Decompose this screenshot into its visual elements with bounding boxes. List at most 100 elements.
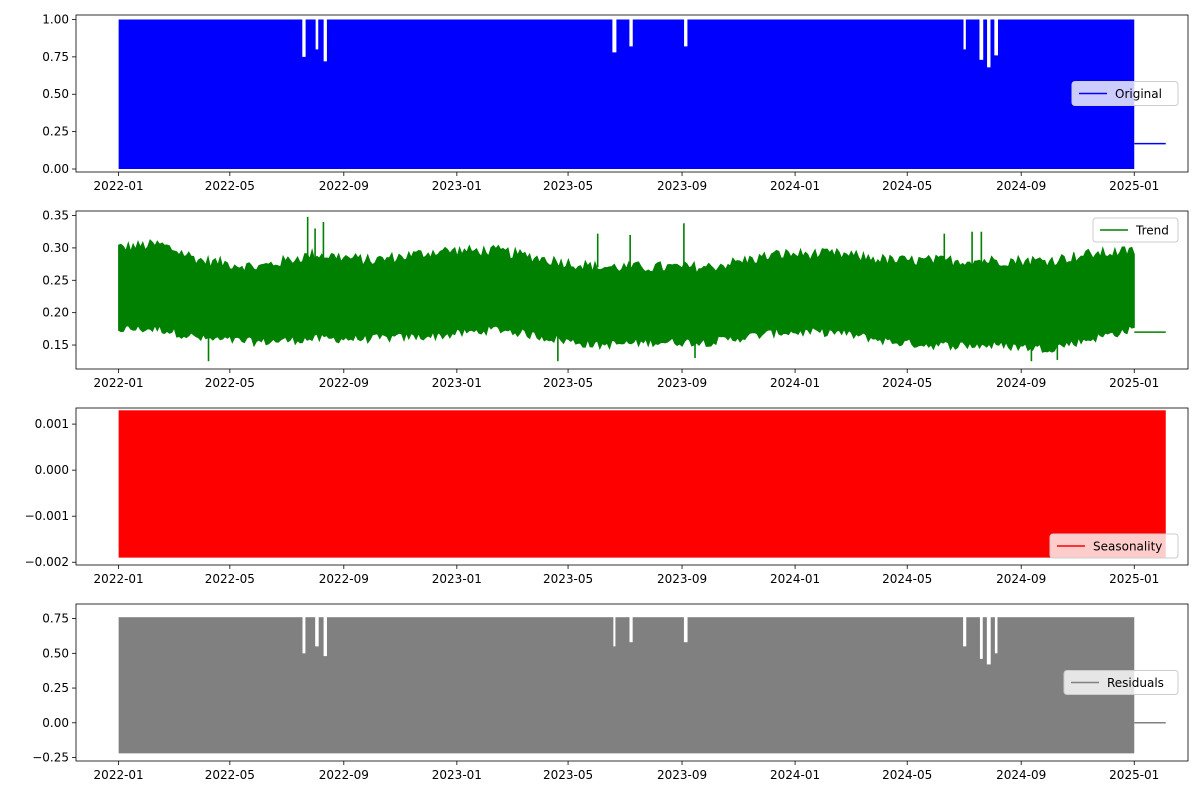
x-tick-label: 2024-01 xyxy=(770,572,820,586)
x-tick-label: 2025-01 xyxy=(1109,179,1159,193)
y-tick-label: 0.15 xyxy=(42,338,69,352)
legend-box xyxy=(1071,81,1179,106)
legend-box xyxy=(1063,670,1179,695)
dip-gap xyxy=(963,616,967,647)
x-tick-label: 2023-09 xyxy=(657,768,707,782)
plot-area xyxy=(118,410,1166,558)
axes-frame xyxy=(75,603,1189,762)
y-tick-label: 0.00 xyxy=(42,716,69,730)
plot-area xyxy=(118,216,1166,362)
dip-gap xyxy=(994,616,998,654)
legend: Seasonality xyxy=(1049,533,1179,559)
subplot-1: 2022-01 2022-05 2022-09 2023-01 2023-05 2023-… xyxy=(42,12,1189,193)
x-tick-label: 2024-05 xyxy=(882,572,932,586)
x-tick-label: 2022-05 xyxy=(205,179,255,193)
y-tick-label: 0.00 xyxy=(42,162,69,176)
dip-gap xyxy=(612,18,617,53)
legend-label: Original xyxy=(1115,87,1162,101)
x-tick-label: 2023-01 xyxy=(432,572,482,586)
seasonality-line xyxy=(118,410,1166,558)
dip-gap xyxy=(629,18,633,47)
legend: Original xyxy=(1071,81,1179,106)
legend: Residuals xyxy=(1063,670,1179,695)
x-tick-label: 2024-09 xyxy=(996,179,1046,193)
y-tick-label: 0.50 xyxy=(42,646,69,660)
y-tick-label: 0.20 xyxy=(42,306,69,320)
y-tick-label: 0.25 xyxy=(42,681,69,695)
x-tick-label: 2022-05 xyxy=(205,768,255,782)
dip-gap xyxy=(302,616,306,654)
trend-line xyxy=(118,239,1135,353)
dip-gap xyxy=(994,18,999,56)
x-tick-label: 2022-09 xyxy=(319,768,369,782)
y-tick-label: 0.75 xyxy=(42,612,69,626)
dip-gap xyxy=(979,18,984,60)
y-tick-label: 0.25 xyxy=(42,125,69,139)
dip-gap xyxy=(323,18,327,62)
legend: Trend xyxy=(1092,217,1179,243)
plot-area xyxy=(118,616,1166,754)
x-tick-label: 2025-01 xyxy=(1109,376,1159,390)
legend-box xyxy=(1092,217,1179,243)
x-tick-label: 2024-09 xyxy=(996,572,1046,586)
y-tick-label: −0.002 xyxy=(25,555,69,569)
x-tick-label: 2022-09 xyxy=(319,376,369,390)
y-tick-label: 0.000 xyxy=(35,463,69,477)
x-tick-label: 2023-01 xyxy=(432,376,482,390)
x-tick-label: 2022-01 xyxy=(94,572,144,586)
x-tick-label: 2024-01 xyxy=(770,768,820,782)
subplot-3: 2022-01 2022-05 2022-09 2023-01 2023-05 2023-… xyxy=(25,407,1189,586)
x-tick-label: 2023-05 xyxy=(543,376,593,390)
x-tick-label: 2024-09 xyxy=(996,376,1046,390)
dip-gap xyxy=(302,18,306,57)
x-tick-label: 2022-01 xyxy=(94,179,144,193)
x-tick-label: 2024-05 xyxy=(882,376,932,390)
y-tick-label: 0.30 xyxy=(42,241,69,255)
axes-frame xyxy=(75,210,1189,370)
x-tick-label: 2024-05 xyxy=(882,179,932,193)
x-tick-label: 2022-09 xyxy=(319,179,369,193)
y-tick-label: 0.25 xyxy=(42,273,69,287)
dip-gap xyxy=(629,616,633,643)
x-tick-label: 2022-05 xyxy=(205,572,255,586)
x-tick-label: 2022-09 xyxy=(319,572,369,586)
plot-area xyxy=(118,18,1166,170)
dip-gap xyxy=(986,616,991,665)
x-tick-label: 2023-01 xyxy=(432,179,482,193)
y-tick-label: −0.25 xyxy=(32,751,69,765)
x-tick-label: 2023-09 xyxy=(657,376,707,390)
x-tick-label: 2024-01 xyxy=(770,376,820,390)
x-tick-label: 2023-09 xyxy=(657,179,707,193)
dip-gap xyxy=(684,18,688,47)
subplot-2: 2022-01 2022-05 2022-09 2023-01 2023-05 2023-… xyxy=(42,209,1189,390)
x-tick-label: 2023-05 xyxy=(543,179,593,193)
x-tick-label: 2022-05 xyxy=(205,376,255,390)
y-tick-label: 0.75 xyxy=(42,50,69,64)
y-tick-label: 0.001 xyxy=(35,417,69,431)
dip-gap xyxy=(963,18,966,50)
dip-gap xyxy=(987,18,991,68)
axes-frame xyxy=(75,407,1189,566)
x-tick-label: 2023-09 xyxy=(657,572,707,586)
x-tick-label: 2025-01 xyxy=(1109,572,1159,586)
x-tick-label: 2023-05 xyxy=(543,572,593,586)
dip-gap xyxy=(315,18,319,50)
x-tick-label: 2024-05 xyxy=(882,768,932,782)
legend-label: Residuals xyxy=(1107,676,1164,690)
dip-gap xyxy=(979,616,983,659)
x-tick-label: 2023-05 xyxy=(543,768,593,782)
y-tick-label: −0.001 xyxy=(25,509,69,523)
x-tick-label: 2022-01 xyxy=(94,768,144,782)
x-tick-label: 2025-01 xyxy=(1109,768,1159,782)
dip-gap xyxy=(613,616,616,647)
x-tick-label: 2024-09 xyxy=(996,768,1046,782)
legend-box xyxy=(1049,533,1179,559)
x-tick-label: 2024-01 xyxy=(770,179,820,193)
dip-gap xyxy=(315,616,319,647)
y-tick-label: 0.35 xyxy=(42,209,69,223)
legend-label: Trend xyxy=(1135,224,1169,238)
dip-gap xyxy=(683,616,688,643)
y-tick-label: 1.00 xyxy=(42,12,69,26)
dip-gap xyxy=(323,616,327,657)
